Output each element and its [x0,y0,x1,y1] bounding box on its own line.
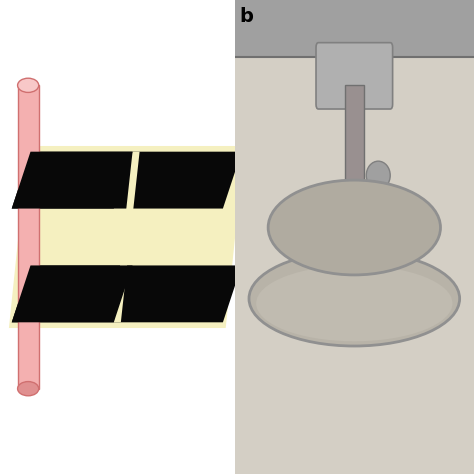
Ellipse shape [268,180,440,275]
Polygon shape [12,152,242,209]
Polygon shape [12,265,133,322]
Polygon shape [12,152,133,209]
Ellipse shape [366,161,390,190]
Polygon shape [114,152,140,322]
Bar [18,85,39,389]
Polygon shape [9,146,245,328]
Polygon shape [12,265,242,322]
Ellipse shape [256,265,453,341]
Ellipse shape [18,382,39,396]
Ellipse shape [18,78,39,92]
FancyBboxPatch shape [316,43,392,109]
Bar [235,0,474,57]
Bar [345,85,364,275]
Ellipse shape [249,251,460,346]
Text: b: b [239,7,253,26]
